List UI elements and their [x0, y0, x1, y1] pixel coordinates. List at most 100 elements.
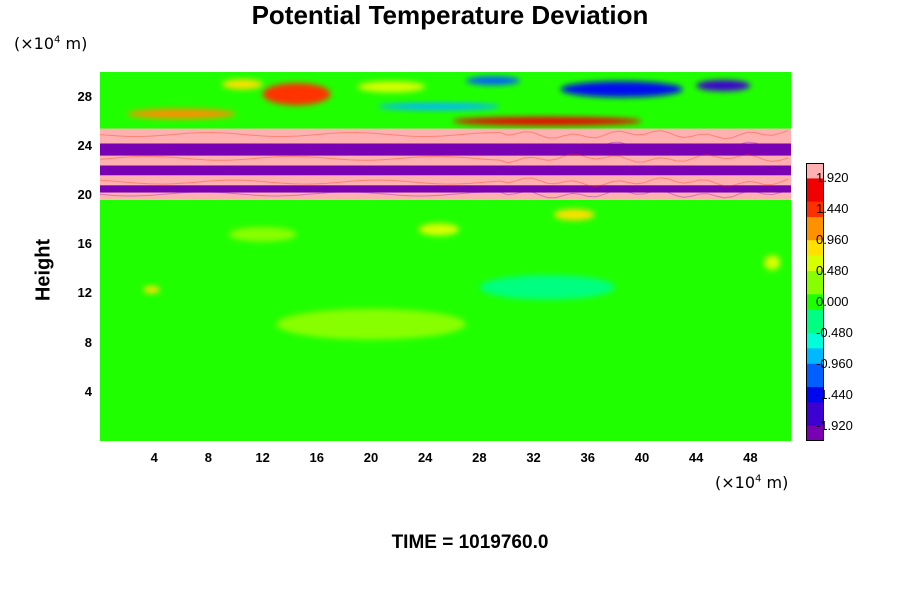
x-unit-prefix: (×10	[715, 473, 756, 492]
colorbar-segment	[806, 178, 824, 187]
band-ripple-1	[100, 141, 789, 152]
colorbar-segment	[806, 186, 824, 195]
colorbar-tick-label: -0.480	[816, 324, 853, 340]
heatmap-feature-8	[377, 102, 500, 111]
heatmap-feature-7	[452, 116, 642, 126]
colorbar-segment	[806, 371, 824, 380]
colorbar-frame	[806, 163, 824, 441]
x-tick-label: 4	[150, 450, 158, 465]
colorbar-tick-label: -1.440	[816, 386, 853, 402]
colorbar-segment	[806, 286, 824, 295]
heatmap-feature-13	[553, 209, 595, 221]
heatmap-feature-0	[262, 83, 331, 106]
colorbar-tick-label: 0.480	[816, 263, 849, 279]
colorbar	[806, 163, 824, 441]
colorbar-tick-label: 0.960	[816, 232, 849, 248]
heatmap-feature-1	[221, 79, 263, 90]
colorbar-segment	[806, 263, 824, 272]
heatmap-feature-3	[696, 79, 751, 92]
colorbar-segment	[806, 309, 824, 319]
colorbar-segment	[806, 325, 824, 334]
colorbar-segment	[806, 302, 824, 311]
colorbar-segment	[806, 224, 824, 234]
colorbar-segment	[806, 232, 824, 241]
heatmap-feature-11	[143, 286, 160, 294]
y-tick-label: 28	[77, 88, 92, 104]
heatmap-plot	[100, 72, 791, 441]
colorbar-segment	[806, 402, 824, 411]
heatmap-feature-14	[276, 308, 466, 340]
y-tick-label: 24	[77, 137, 92, 153]
y-unit-prefix: (×10	[14, 34, 55, 53]
colorbar-segment	[806, 255, 824, 264]
x-unit-suffix: m)	[761, 473, 789, 492]
colorbar-tick-label: -0.960	[816, 355, 853, 371]
colorbar-segment	[806, 317, 824, 326]
colorbar-segment	[806, 379, 824, 388]
colorbar-segment	[806, 201, 824, 210]
colorbar-segment	[806, 410, 824, 419]
band-ripple-0	[100, 130, 789, 140]
heatmap-feature-10	[418, 223, 460, 236]
heatmap-region-band-1	[100, 192, 791, 200]
colorbar-segment	[806, 209, 824, 218]
colorbar-segment	[806, 425, 824, 434]
x-tick-label: 28	[472, 450, 487, 465]
x-tick-label: 32	[526, 450, 541, 465]
heatmap-region-upper-8	[100, 72, 791, 129]
y-unit-suffix: m)	[60, 34, 88, 53]
x-unit-exponent: 4	[755, 473, 762, 485]
x-tick-label: 24	[417, 450, 433, 465]
colorbar-segment	[806, 247, 824, 257]
colorbar-segment	[806, 217, 824, 226]
x-axis-unit: (×104 m)	[715, 473, 788, 492]
colorbar-segment	[806, 240, 824, 249]
heatmap-region-band-5	[100, 155, 791, 166]
heatmap-region-band-4	[100, 165, 791, 176]
colorbar-segment	[806, 271, 824, 280]
heatmap-feature-2	[560, 81, 683, 98]
heatmap-feature-5	[357, 81, 426, 93]
x-tick-label: 20	[363, 450, 379, 465]
colorbar-segment	[806, 278, 824, 288]
colorbar-segment	[806, 363, 824, 373]
colorbar-segment	[806, 356, 824, 365]
colorbar-segment	[806, 348, 824, 357]
x-tick-label: 12	[255, 450, 270, 465]
y-unit-exponent: 4	[54, 34, 61, 46]
colorbar-segment	[806, 163, 824, 172]
y-tick-label: 16	[77, 236, 92, 252]
y-tick-label: 4	[84, 383, 92, 399]
y-tick-label: 8	[84, 334, 92, 350]
colorbar-tick-label: 0.000	[816, 294, 849, 309]
heatmap-feature-9	[228, 226, 297, 242]
y-axis-label: Height	[32, 238, 55, 302]
x-tick-label: 8	[204, 450, 212, 465]
colorbar-tick-label: 1.920	[816, 170, 849, 186]
x-tick-label: 40	[634, 450, 650, 465]
colorbar-tick-label: -1.920	[816, 417, 853, 433]
band-ripple-3	[100, 165, 789, 176]
x-tick-label: 44	[688, 450, 704, 465]
x-tick-label: 48	[743, 450, 758, 465]
heatmap-region-band-7	[100, 128, 791, 144]
y-tick-label: 20	[77, 187, 92, 202]
colorbar-segment	[806, 193, 824, 203]
y-axis-unit: (×104 m)	[14, 34, 87, 53]
x-tick-label: 36	[580, 450, 595, 465]
y-tick-label: 12	[77, 285, 92, 301]
heatmap-region-band-2	[100, 185, 791, 193]
x-tick-label: 16	[309, 450, 325, 465]
chart-title: Potential Temperature Deviation	[251, 0, 649, 30]
heatmap-region-band-3	[100, 175, 791, 186]
colorbar-segment	[806, 433, 824, 441]
heatmap-feature-12	[763, 255, 781, 271]
band-ripple-4	[100, 177, 789, 188]
heatmap-feature-6	[127, 108, 236, 119]
colorbar-segment	[806, 340, 824, 349]
band-ripple-5	[100, 189, 789, 199]
heatmap-feature-15	[479, 274, 615, 300]
colorbar-segment	[806, 170, 824, 180]
time-label: TIME = 1019760.0	[391, 532, 549, 553]
colorbar-tick-label: 1.440	[816, 201, 849, 217]
